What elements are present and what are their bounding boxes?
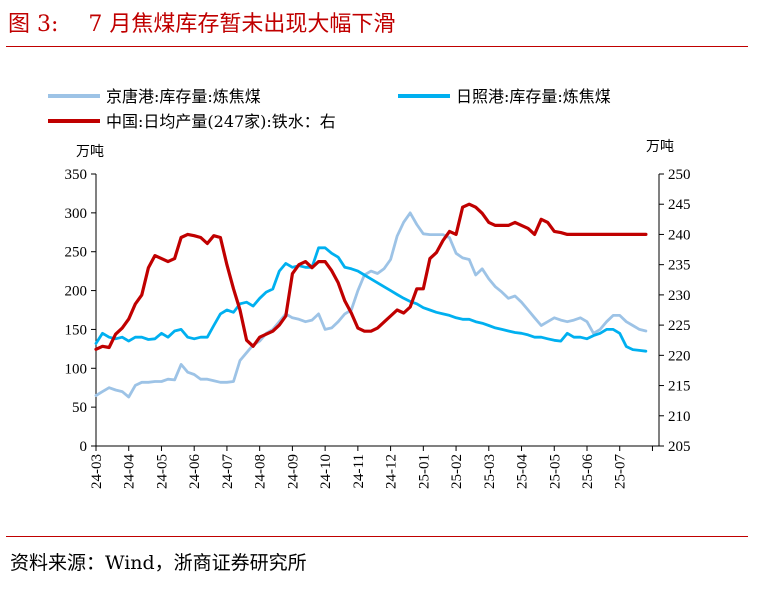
x-tick-label: 24-06: [187, 454, 203, 489]
right-y-tick-label: 245: [668, 197, 691, 213]
x-tick-label: 24-03: [89, 454, 105, 489]
right-y-tick-label: 240: [668, 227, 691, 243]
x-tick-label: 25-02: [449, 454, 465, 489]
series-line-1: [94, 246, 648, 353]
x-tick-label: 25-04: [515, 454, 531, 489]
chart-axes: 0 50 100 150 200 250 300 350 205 210 215 220 225 230 2…: [65, 167, 691, 489]
right-y-tick-label: 235: [668, 258, 691, 274]
x-tick-label: 24-11: [351, 454, 367, 488]
legend-label-rizhao: 日照港:库存量:炼焦煤: [456, 87, 611, 106]
x-tick-label: 24-07: [220, 454, 236, 489]
x-tick-label: 24-08: [253, 454, 269, 489]
legend-label-china-iron: 中国:日均产量(247家):铁水：右: [106, 112, 336, 131]
right-y-tick-label: 205: [668, 439, 691, 455]
right-y-tick-label: 220: [668, 348, 691, 364]
x-tick-label: 25-05: [547, 454, 563, 489]
x-tick-label: 25-07: [613, 454, 629, 489]
chart-series: [94, 202, 648, 399]
x-tick-label: 24-05: [154, 454, 170, 489]
left-y-tick-label: 250: [65, 245, 88, 261]
left-y-tick-label: 350: [65, 167, 88, 183]
x-tick-label: 25-06: [580, 454, 596, 489]
x-tick-label: 24-04: [122, 454, 138, 489]
figure-title-text: 7 月焦煤库存暂未出现大幅下滑: [88, 12, 396, 37]
left-y-tick-label: 0: [80, 439, 88, 455]
right-y-tick-label: 225: [668, 318, 691, 334]
x-tick-label: 25-03: [482, 454, 498, 489]
figure-number: 图 3:: [8, 12, 59, 37]
x-tick-label: 24-12: [384, 454, 400, 489]
left-y-tick-label: 50: [72, 400, 87, 416]
source-note: 资料来源：Wind，浙商证券研究所: [10, 552, 307, 574]
right-y-tick-label: 230: [668, 288, 691, 304]
footer-divider: [6, 536, 748, 537]
series-line-2: [94, 202, 648, 351]
x-tick-label: 24-09: [285, 454, 301, 489]
x-tick-label: 24-10: [318, 454, 334, 489]
right-y-tick-label: 215: [668, 379, 691, 395]
right-y-tick-label: 210: [668, 409, 691, 425]
figure-title: 图 3: 7 月焦煤库存暂未出现大幅下滑: [8, 6, 395, 38]
series-line-0: [94, 211, 648, 399]
legend-label-jingtang: 京唐港:库存量:炼焦煤: [106, 87, 261, 106]
left-axis-unit: 万吨: [76, 144, 104, 160]
x-tick-label: 25-01: [416, 454, 432, 489]
chart-legend: 京唐港:库存量:炼焦煤 日照港:库存量:炼焦煤 中国:日均产量(247家):铁水…: [48, 87, 611, 131]
title-divider: [6, 46, 748, 47]
left-y-tick-label: 200: [65, 284, 88, 300]
line-chart: 京唐港:库存量:炼焦煤 日照港:库存量:炼焦煤 中国:日均产量(247家):铁水…: [48, 87, 691, 489]
right-y-tick-label: 250: [668, 167, 691, 183]
left-y-tick-label: 300: [65, 206, 88, 222]
left-y-tick-label: 150: [65, 322, 88, 338]
right-axis-unit: 万吨: [646, 139, 674, 155]
left-y-tick-label: 100: [65, 361, 88, 377]
